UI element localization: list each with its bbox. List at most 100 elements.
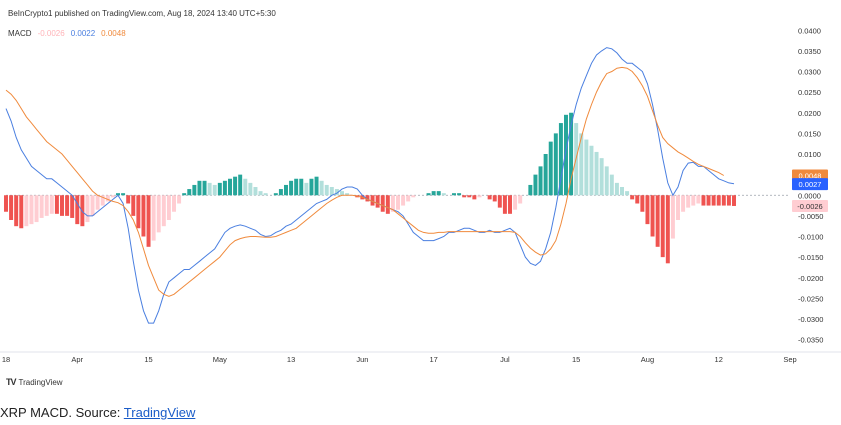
histogram-bar <box>538 166 543 196</box>
legend-hist-value: -0.0026 <box>37 29 65 38</box>
histogram-bar <box>9 195 14 220</box>
histogram-bar <box>676 195 680 220</box>
histogram-bar <box>370 195 375 206</box>
histogram-bar <box>467 195 472 198</box>
histogram-bar <box>95 195 100 210</box>
histogram-bar <box>304 182 309 196</box>
histogram-bar <box>294 178 299 196</box>
histogram-bar <box>116 193 120 196</box>
histogram-bar <box>558 123 563 196</box>
histogram-bar <box>146 195 151 247</box>
histogram-bar <box>248 182 253 196</box>
signal-line <box>5 66 725 297</box>
histogram-bar <box>548 141 553 196</box>
histogram-bar <box>640 195 645 212</box>
histogram-bar <box>426 193 431 196</box>
histogram-bar <box>650 195 655 237</box>
macd-price-label: 0.0027 <box>799 180 822 189</box>
histogram-bar <box>406 195 411 202</box>
hist-price-label: -0.0026 <box>797 202 822 211</box>
y-tick-label: 0.0350 <box>798 47 821 56</box>
tradingview-brand[interactable]: TV TradingView <box>6 377 63 387</box>
histogram-bar <box>553 133 558 196</box>
histogram-bar <box>655 195 660 247</box>
histogram-bar <box>380 195 385 212</box>
histogram-bar <box>258 191 263 196</box>
x-tick-label: 18 <box>2 355 10 364</box>
histogram-bar <box>543 154 548 196</box>
histogram-bar <box>24 195 29 227</box>
histogram-bar <box>701 195 706 206</box>
histogram-bar <box>584 139 589 196</box>
histogram-bar <box>39 195 44 218</box>
y-tick-label: 0.0000 <box>798 191 821 200</box>
histogram-bar <box>49 195 54 214</box>
hist-price-tag <box>792 199 828 212</box>
histogram-bar <box>660 195 665 258</box>
histogram-bar <box>70 195 75 218</box>
legend-indicator-name: MACD <box>8 29 32 38</box>
histogram-bar <box>594 151 599 196</box>
histogram-bar <box>716 195 721 206</box>
x-tick-label: 13 <box>287 355 295 364</box>
histogram-bar <box>686 195 691 208</box>
x-tick-label: 15 <box>144 355 152 364</box>
histogram-bar <box>243 178 248 196</box>
figure-caption: XRP MACD. Source: TradingView <box>0 405 195 420</box>
histogram-bar <box>299 178 304 196</box>
histogram-bar <box>212 184 217 196</box>
x-tick-label: Sep <box>783 355 796 364</box>
y-tick-label: 0.0200 <box>798 109 821 118</box>
histogram-bar <box>278 189 283 196</box>
histogram-bar <box>100 195 105 206</box>
histogram-bar <box>609 174 614 196</box>
histogram-bar <box>192 184 197 196</box>
macd-chart[interactable]: 0.0400 0.0350 0.0300 0.0250 0.0200 0.0150 0.01… <box>0 22 841 382</box>
histogram-bar <box>345 193 350 196</box>
histogram-bar <box>75 195 80 225</box>
histogram-bar <box>436 191 441 196</box>
histogram-bar <box>284 184 288 196</box>
histogram-bar <box>324 184 329 196</box>
y-tick-label: -0.0150 <box>798 253 823 262</box>
y-tick-label: 0.0400 <box>798 26 821 35</box>
histogram-bar <box>477 195 482 198</box>
histogram-bar <box>60 195 64 216</box>
histogram-bar <box>579 133 584 196</box>
histogram-bar <box>131 195 136 216</box>
histogram-bar <box>721 195 726 206</box>
histogram-bar <box>518 195 523 204</box>
histogram-bar <box>625 191 630 196</box>
histogram-bar <box>172 195 176 212</box>
histogram-bar <box>334 189 339 196</box>
histogram-bar <box>589 145 594 196</box>
x-tick-label: Aug <box>641 355 654 364</box>
histogram-bar <box>54 195 59 214</box>
x-tick-label: 12 <box>715 355 723 364</box>
histogram-bar <box>319 180 324 196</box>
x-tick-label: Jun <box>356 355 368 364</box>
histogram-bar <box>385 195 390 214</box>
histogram-bar <box>110 195 115 198</box>
x-tick-label: Jul <box>500 355 510 364</box>
histogram-bar <box>441 193 446 196</box>
histogram-bar <box>44 195 49 216</box>
histogram-bar <box>457 193 462 196</box>
histogram-bar <box>90 195 95 216</box>
histogram-bar <box>513 195 518 210</box>
histogram-bar <box>390 195 395 212</box>
histogram-bar <box>4 195 8 212</box>
histogram-bar <box>492 195 497 202</box>
legend-macd-value: 0.0022 <box>70 29 96 38</box>
y-tick-label: -0.0050 <box>798 212 823 221</box>
histogram-bar <box>681 195 686 212</box>
caption-source-link[interactable]: TradingView <box>123 405 196 420</box>
y-tick-label: 0.0250 <box>798 88 821 97</box>
histogram-bar <box>156 195 161 233</box>
histogram-bar <box>452 193 456 196</box>
histogram-bar <box>599 158 604 196</box>
histogram-bar <box>462 195 467 198</box>
histogram-bar <box>645 195 650 225</box>
histogram-bar <box>29 195 34 225</box>
